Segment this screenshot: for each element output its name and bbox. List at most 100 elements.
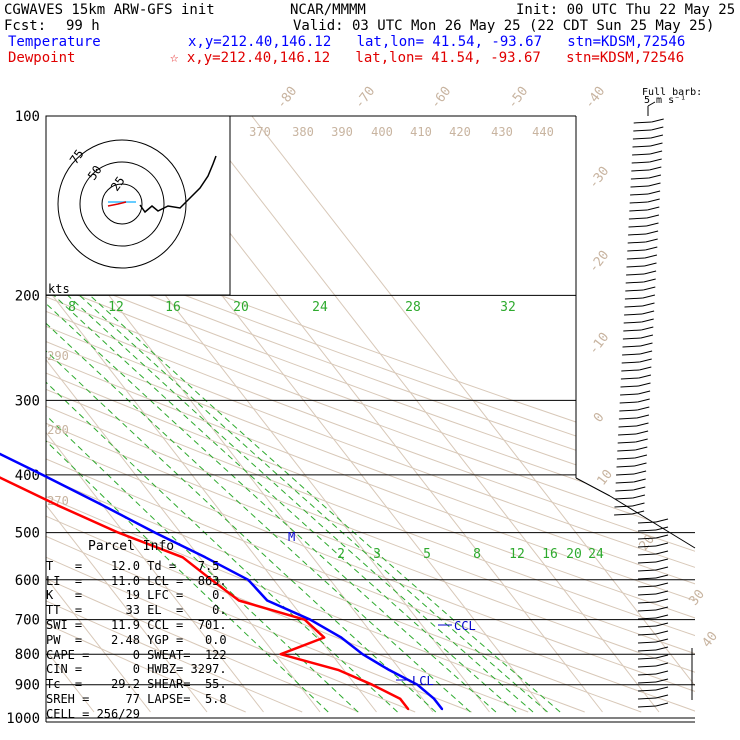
isotherm-label: -80	[274, 84, 300, 112]
forecast-label: Fcst:	[4, 18, 47, 34]
isotherm-line	[46, 116, 377, 713]
wind-barb-staff	[655, 526, 669, 531]
mixing-ratio-label: 12	[509, 547, 525, 562]
dry-adiabat-line	[46, 116, 695, 713]
wind-barb-flag	[625, 281, 644, 284]
wind-barb-staff	[640, 342, 653, 347]
wind-barb-staff	[639, 366, 652, 371]
dry-adiabat-line	[46, 116, 695, 713]
wind-barb-flag	[633, 121, 652, 124]
isotherm-line	[46, 116, 264, 713]
dry-adiabat-line	[46, 116, 359, 713]
temperature-profile-point	[247, 579, 249, 581]
dry-adiabat-line	[46, 116, 695, 713]
mixing-ratio-label: 20	[566, 547, 582, 562]
wind-barb-flag	[629, 201, 648, 204]
wind-barb-flag	[616, 465, 635, 468]
wind-barb-flag	[623, 329, 642, 332]
wind-barb-flag	[637, 657, 657, 660]
wind-barb-staff	[655, 550, 669, 555]
wind-barb-staff	[650, 134, 664, 139]
wind-barb-staff	[655, 542, 669, 547]
wind-barb-flag	[637, 577, 657, 580]
hodograph-ring-label: 25	[108, 174, 128, 194]
wind-barb-flag	[637, 529, 657, 532]
temperature-profile-point	[416, 683, 419, 686]
temperature-profile-point	[441, 708, 444, 711]
wind-barb-flag	[637, 625, 657, 628]
wind-barb-staff	[655, 670, 669, 675]
barb-scale-units: 5 m s⁻¹	[644, 95, 686, 106]
chart-header: CGWAVES 15km ARW-GFS init NCAR/MMMM Init…	[0, 0, 740, 70]
wind-barb-flag	[623, 321, 642, 324]
wind-barb-flag	[630, 185, 649, 188]
wind-barb-staff	[636, 422, 649, 427]
wind-barb-staff	[655, 646, 669, 651]
wind-barb-flag	[618, 425, 637, 428]
isotherm-label: -50	[505, 84, 531, 112]
wind-barb-staff	[649, 150, 663, 155]
wind-barb-staff	[655, 678, 669, 683]
wind-barb-staff	[636, 414, 650, 419]
temperature-profile-point	[361, 653, 364, 655]
wind-barb-staff	[637, 398, 650, 403]
mixing-ratio-label: 24	[312, 300, 328, 315]
wind-barb-flag	[622, 337, 641, 340]
wind-barb-staff	[647, 198, 660, 203]
wind-barb-staff	[638, 374, 652, 379]
wind-barb-staff	[633, 470, 647, 475]
wind-barb-flag	[626, 273, 645, 276]
wind-barb-flag	[620, 385, 639, 388]
wind-barb-column	[614, 118, 693, 708]
wind-barb-staff	[649, 166, 662, 171]
mixing-ratio-labels: 8 12 16 20 24 28 32 2 3 5 8 12 16 20 24	[68, 300, 604, 562]
wind-barb-flag	[618, 417, 637, 420]
dewpoint-profile-point	[238, 599, 240, 602]
wind-barb-staff	[634, 454, 648, 459]
mixing-ratio-label: 32	[500, 300, 516, 315]
wind-barb-staff	[655, 598, 669, 603]
wind-barb-staff	[655, 630, 669, 635]
wind-barb-flag	[628, 225, 647, 228]
wind-barb-flag	[620, 393, 639, 396]
wind-barb-flag	[637, 545, 657, 548]
wind-barb-staff	[645, 246, 658, 251]
dry-adiabat-line	[46, 116, 695, 713]
wind-barb-staff	[633, 486, 646, 491]
dewpoint-profile-point	[279, 653, 282, 655]
wind-barb-staff	[635, 446, 648, 451]
dry-adiabat-line	[46, 116, 695, 713]
dry-adiabat-label: 390	[331, 125, 353, 139]
dry-adiabat-label: 370	[249, 125, 271, 139]
wind-barb-staff	[655, 534, 669, 539]
dry-adiabat-line	[46, 116, 695, 713]
isotherm-label: -20	[586, 248, 612, 276]
dry-adiabat-line	[46, 116, 695, 713]
dewpoint-profile-point	[303, 618, 306, 621]
wind-barb-flag	[637, 673, 657, 676]
wind-barb-staff	[644, 254, 658, 259]
temperature-profile-point	[41, 474, 44, 476]
dewpoint-profile-line	[0, 476, 410, 711]
wind-barb-flag	[622, 353, 641, 356]
parcel-info-panel: Parcel Info T = 12.0 Td = 7.5 LI = 11.0 …	[46, 539, 234, 722]
wind-barb-flag	[621, 361, 640, 364]
pressure-tick-label: 500	[15, 526, 40, 542]
barb-scale-legend: Full barb: 5 m s⁻¹	[642, 87, 702, 116]
wind-barb-staff	[645, 230, 659, 235]
dry-adiabat-label: 420	[449, 125, 471, 139]
wind-barb-flag	[637, 649, 657, 652]
wind-barb-staff	[639, 358, 652, 363]
dry-adiabat-labels: 370 380 390 400 410 420 430 440 290 280 270	[47, 125, 554, 508]
wind-barb-staff	[655, 590, 669, 595]
ccl-label: CCL	[454, 619, 476, 633]
wind-barb-staff	[642, 302, 655, 307]
mixing-ratio-label: 12	[108, 300, 124, 315]
wind-barb-flag	[626, 265, 645, 268]
wind-barb-staff	[655, 582, 669, 587]
dewpoint-profile-point	[371, 683, 374, 686]
dry-adiabat-line	[46, 116, 695, 713]
dry-adiabat-line	[46, 116, 303, 713]
wind-barb-flag	[626, 257, 645, 260]
mixing-ratio-line	[46, 295, 497, 713]
